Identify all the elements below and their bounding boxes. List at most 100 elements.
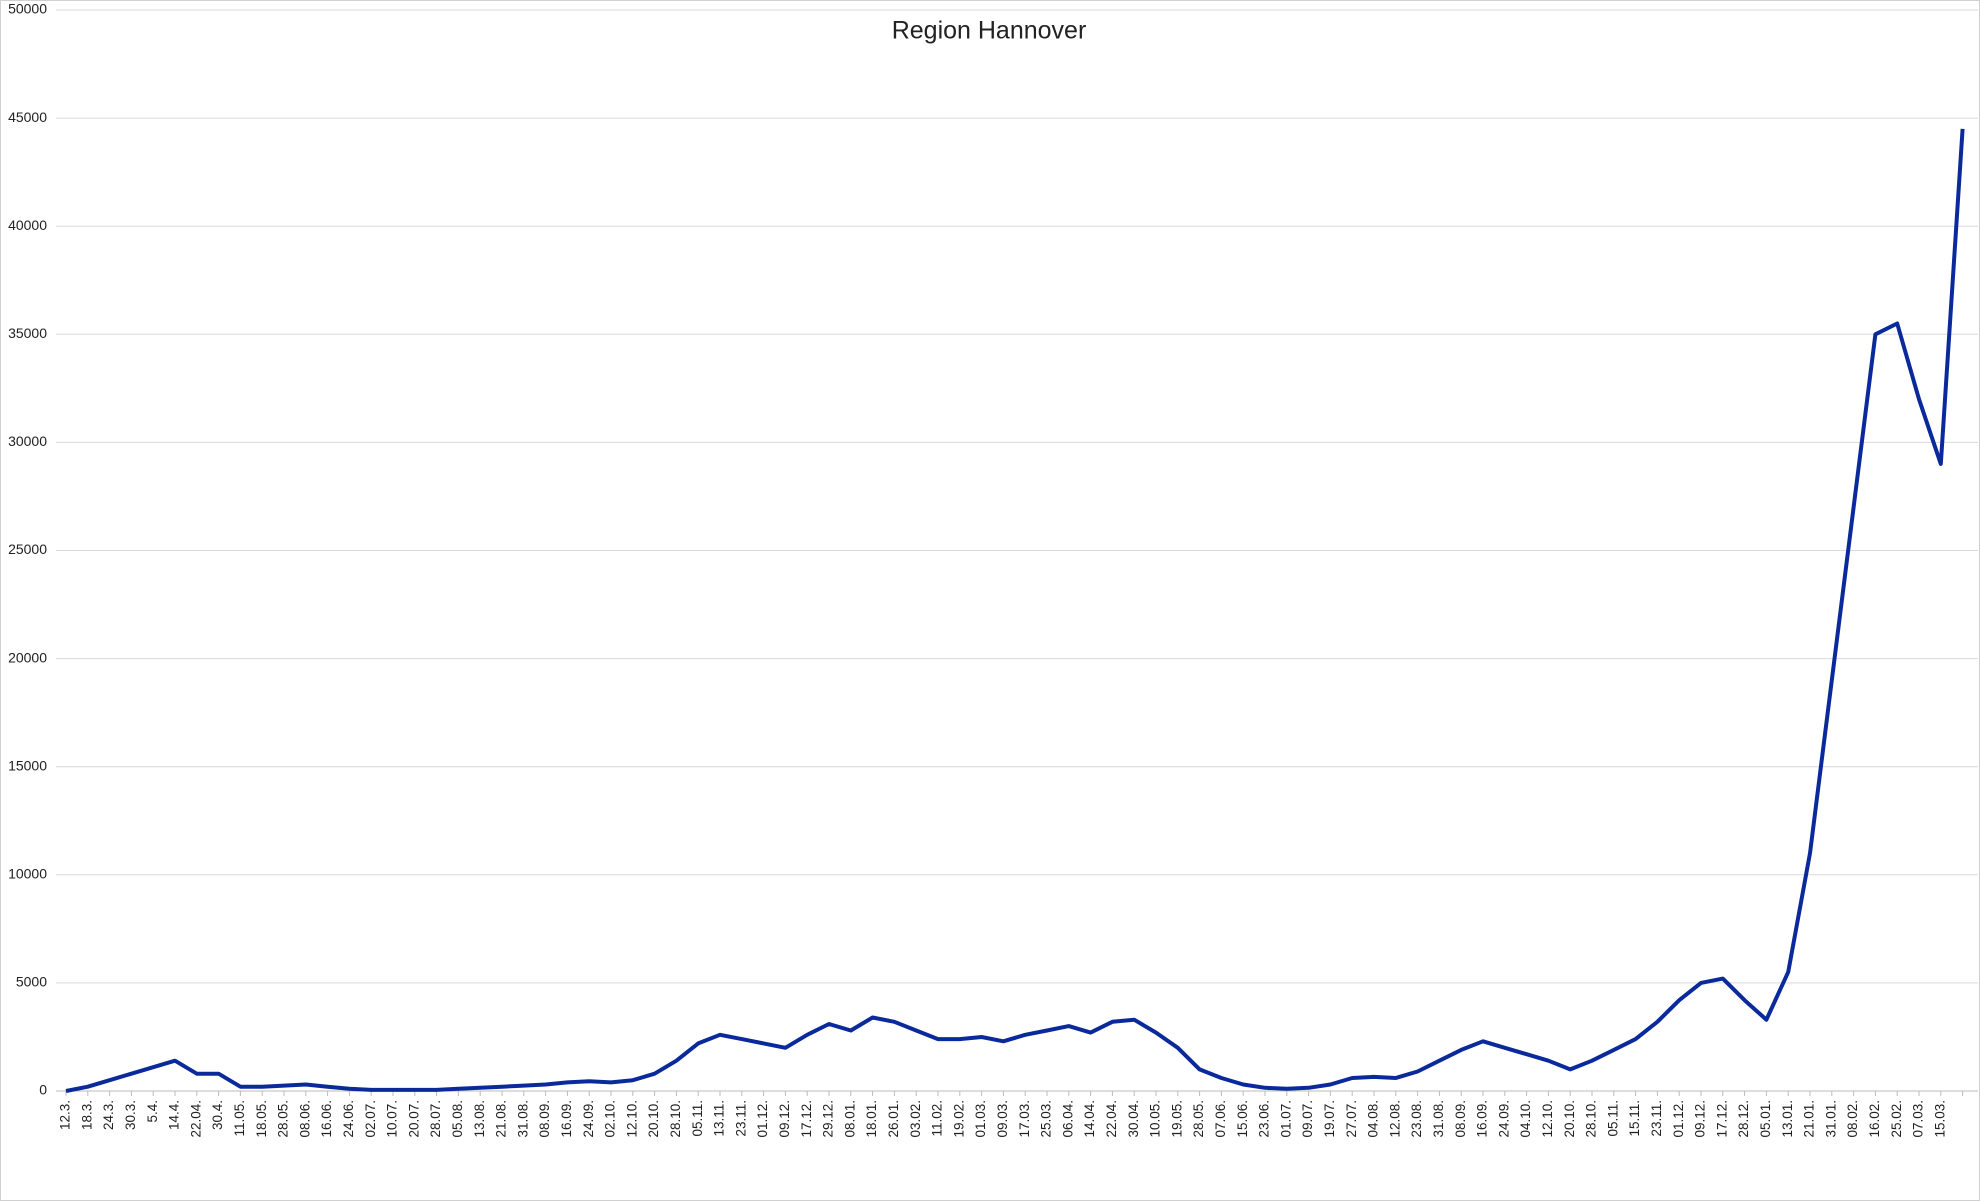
- x-tick-label: 05.08.: [450, 1100, 465, 1138]
- x-tick-label: 09.12.: [1693, 1100, 1708, 1138]
- x-tick-label: 08.09.: [537, 1100, 552, 1138]
- x-tick-label: 28.07.: [428, 1100, 443, 1138]
- x-tick-label: 11.05.: [232, 1100, 247, 1137]
- x-tick-label: 12.08.: [1387, 1100, 1402, 1138]
- x-tick-label: 20.10.: [646, 1100, 661, 1138]
- x-tick-label: 13.11.: [712, 1100, 727, 1137]
- x-tick-label: 18.05.: [254, 1100, 269, 1138]
- chart-title: Region Hannover: [892, 17, 1087, 45]
- x-tick-label: 03.02.: [908, 1100, 923, 1138]
- y-tick-label: 35000: [8, 325, 47, 341]
- x-tick-label: 30.3.: [123, 1100, 138, 1130]
- x-tick-label: 28.12.: [1736, 1100, 1751, 1138]
- x-tick-label: 30.4.: [210, 1100, 225, 1130]
- x-tick-label: 23.08.: [1409, 1100, 1424, 1138]
- x-tick-label: 01.12.: [1671, 1100, 1686, 1138]
- x-tick-label: 12.10.: [624, 1100, 639, 1138]
- x-tick-label: 30.04.: [1126, 1100, 1141, 1138]
- x-tick-label: 23.11.: [733, 1100, 748, 1137]
- x-tick-label: 21.01.: [1802, 1100, 1817, 1138]
- x-tick-label: 28.10.: [1584, 1100, 1599, 1138]
- x-tick-label: 20.07.: [406, 1100, 421, 1138]
- x-tick-label: 26.01.: [886, 1100, 901, 1138]
- x-tick-label: 31.01.: [1823, 1100, 1838, 1138]
- x-tick-label: 12.3.: [58, 1100, 73, 1130]
- x-tick-label: 08.09.: [1453, 1100, 1468, 1138]
- x-tick-label: 29.12.: [821, 1100, 836, 1138]
- x-tick-label: 07.06.: [1213, 1100, 1228, 1138]
- x-tick-label: 09.12.: [777, 1100, 792, 1138]
- x-tick-label: 05.11.: [690, 1100, 705, 1137]
- x-tick-label: 15.06.: [1235, 1100, 1250, 1138]
- x-tick-label: 05.11.: [1605, 1100, 1620, 1137]
- y-tick-label: 20000: [8, 649, 47, 665]
- x-tick-label: 02.07.: [363, 1100, 378, 1138]
- x-tick-label: 23.11.: [1649, 1100, 1664, 1137]
- x-tick-label: 14.04.: [1082, 1100, 1097, 1138]
- x-tick-label: 19.02.: [951, 1100, 966, 1138]
- x-tick-label: 14.4.: [167, 1100, 182, 1130]
- x-tick-label: 18.3.: [79, 1100, 94, 1130]
- x-tick-label: 31.08.: [515, 1100, 530, 1138]
- x-tick-label: 01.03.: [973, 1100, 988, 1138]
- x-tick-label: 09.03.: [995, 1100, 1010, 1138]
- x-tick-label: 25.02.: [1889, 1100, 1904, 1138]
- x-tick-label: 28.05.: [276, 1100, 291, 1138]
- x-tick-label: 02.10.: [603, 1100, 618, 1138]
- x-tick-label: 25.03.: [1039, 1100, 1054, 1138]
- x-tick-label: 24.09.: [581, 1100, 596, 1138]
- x-tick-label: 20.10.: [1562, 1100, 1577, 1138]
- x-tick-label: 27.07.: [1344, 1100, 1359, 1138]
- x-tick-label: 23.06.: [1257, 1100, 1272, 1138]
- y-tick-label: 25000: [8, 541, 47, 557]
- x-tick-label: 19.05.: [1169, 1100, 1184, 1138]
- x-tick-label: 04.08.: [1366, 1100, 1381, 1138]
- y-tick-label: 0: [39, 1082, 47, 1098]
- x-tick-label: 17.12.: [799, 1100, 814, 1138]
- y-tick-label: 15000: [8, 757, 47, 773]
- x-tick-label: 10.07.: [385, 1100, 400, 1138]
- x-tick-label: 24.06.: [341, 1100, 356, 1138]
- x-tick-label: 16.09.: [559, 1100, 574, 1138]
- x-tick-label: 13.01.: [1780, 1100, 1795, 1138]
- x-tick-label: 11.02.: [930, 1100, 945, 1137]
- x-tick-label: 13.08.: [472, 1100, 487, 1138]
- x-tick-label: 17.12.: [1714, 1100, 1729, 1138]
- x-tick-label: 12.10.: [1540, 1100, 1555, 1138]
- x-tick-label: 18.01.: [864, 1100, 879, 1138]
- x-tick-label: 08.06.: [297, 1100, 312, 1138]
- x-tick-label: 17.03.: [1017, 1100, 1032, 1138]
- y-tick-label: 5000: [16, 974, 47, 990]
- x-tick-label: 31.08.: [1431, 1100, 1446, 1138]
- x-tick-label: 09.07.: [1300, 1100, 1315, 1138]
- x-tick-label: 01.12.: [755, 1100, 770, 1138]
- x-tick-label: 22.04.: [188, 1100, 203, 1138]
- data-line: [65, 128, 1965, 1093]
- x-tick-label: 08.01.: [842, 1100, 857, 1138]
- x-tick-label: 5.4.: [145, 1100, 160, 1123]
- x-tick-label: 16.06.: [319, 1100, 334, 1138]
- y-tick-label: 45000: [8, 109, 47, 125]
- y-tick-label: 30000: [8, 433, 47, 449]
- x-tick-label: 28.10.: [668, 1100, 683, 1138]
- x-tick-label: 15.03.: [1932, 1100, 1947, 1138]
- x-tick-label: 24.3.: [101, 1100, 116, 1130]
- x-tick-label: 10.05.: [1148, 1100, 1163, 1138]
- x-tick-label: 22.04.: [1104, 1100, 1119, 1138]
- x-tick-label: 24.09.: [1496, 1100, 1511, 1138]
- x-tick-label: 05.01.: [1758, 1100, 1773, 1138]
- x-tick-label: 16.02.: [1867, 1100, 1882, 1138]
- x-tick-label: 16.09.: [1475, 1100, 1490, 1138]
- x-tick-label: 19.07.: [1322, 1100, 1337, 1138]
- x-tick-label: 06.04.: [1060, 1100, 1075, 1138]
- x-tick-label: 28.05.: [1191, 1100, 1206, 1138]
- x-tick-label: 08.02.: [1845, 1100, 1860, 1138]
- y-tick-label: 10000: [8, 866, 47, 882]
- x-tick-label: 04.10.: [1518, 1100, 1533, 1138]
- x-tick-label: 15.11.: [1627, 1100, 1642, 1137]
- y-tick-label: 50000: [8, 1, 47, 17]
- x-tick-label: 01.07.: [1278, 1100, 1293, 1138]
